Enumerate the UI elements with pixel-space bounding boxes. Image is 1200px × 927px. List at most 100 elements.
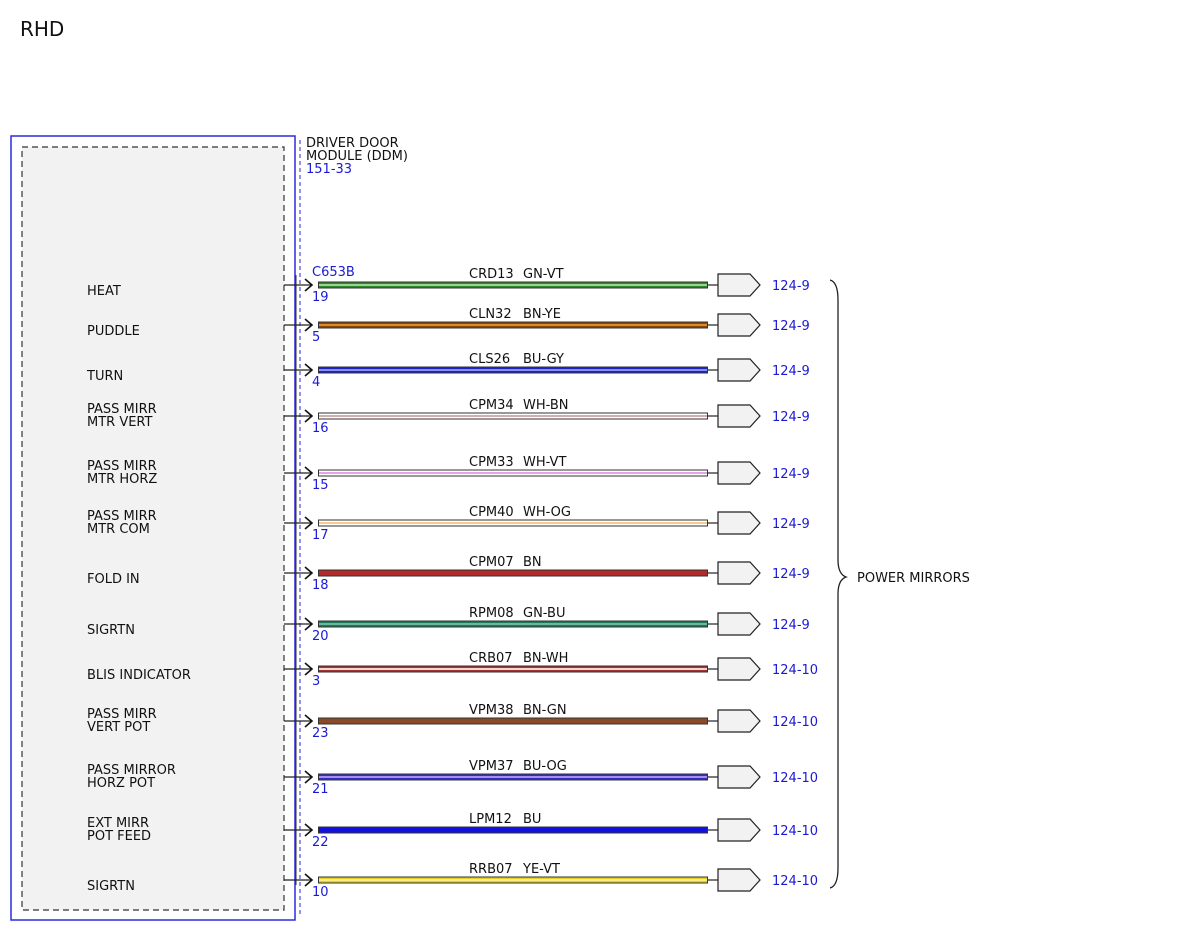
wire-color-code: BN-GN: [523, 703, 567, 718]
circuit-id: CLS26: [469, 352, 510, 367]
continuation-connector-icon[interactable]: [717, 657, 761, 681]
wire-color-code: BU: [523, 812, 541, 827]
continuation-connector-icon[interactable]: [717, 709, 761, 733]
wire-row: PUDDLE CLN32 BN-YE 5 124-9: [87, 307, 810, 345]
continuation-connector-icon[interactable]: [717, 561, 761, 585]
wire-color-code: BU-OG: [523, 759, 567, 774]
wire-stripe: [319, 369, 707, 371]
connector-arrow-icon: [304, 566, 314, 580]
page-reference-link[interactable]: 124-10: [772, 663, 818, 678]
wire-body[interactable]: [319, 570, 707, 576]
continuation-connector-icon[interactable]: [717, 612, 761, 636]
wire-stripe: [319, 522, 707, 524]
wire-row: SIGRTN RRB07 YE-VT 10 124-10: [87, 862, 818, 900]
page-reference-link[interactable]: 124-9: [772, 410, 810, 425]
page-reference-link[interactable]: 124-9: [772, 467, 810, 482]
connector-id: C653B: [312, 265, 355, 280]
module-inner-box: [21, 146, 285, 911]
pin-function-label: HEAT: [87, 284, 121, 299]
pin-function-label: PASS MIRR: [87, 509, 157, 524]
continuation-connector-icon[interactable]: [717, 868, 761, 892]
pin-function-label: MTR HORZ: [87, 472, 157, 487]
continuation-connector-icon[interactable]: [717, 404, 761, 428]
pin-function-label: PASS MIRR: [87, 707, 157, 722]
wire-stripe: [319, 415, 707, 417]
page-reference-link[interactable]: 124-9: [772, 364, 810, 379]
wire-color-code: BN-YE: [523, 307, 561, 322]
pin-number: 17: [312, 528, 329, 543]
wire-stripe: [319, 776, 707, 778]
circuit-id: CLN32: [469, 307, 512, 322]
circuit-id: RRB07: [469, 862, 513, 877]
wire-color-code: WH-OG: [523, 505, 571, 520]
pin-function-label: TURN: [86, 369, 123, 384]
continuation-connector-icon[interactable]: [717, 313, 761, 337]
pin-number: 10: [312, 885, 329, 900]
page-reference-link[interactable]: 124-10: [772, 715, 818, 730]
pin-number: 18: [312, 578, 329, 593]
page-reference-link[interactable]: 124-9: [772, 517, 810, 532]
connector-arrow-icon: [304, 516, 314, 530]
continuation-connector-icon[interactable]: [717, 358, 761, 382]
connector-arrow-icon: [304, 617, 314, 631]
wire-row: TURN CLS26 BU-GY 4 124-9: [86, 352, 810, 390]
pin-number: 3: [312, 674, 320, 689]
wire-color-code: WH-BN: [523, 398, 569, 413]
page-reference-link[interactable]: 124-10: [772, 874, 818, 889]
wire-body[interactable]: [319, 827, 707, 833]
continuation-connector-icon[interactable]: [717, 818, 761, 842]
pin-function-label: BLIS INDICATOR: [87, 668, 191, 683]
connector-arrow-icon: [304, 363, 314, 377]
pin-function-label: PASS MIRROR: [87, 763, 176, 778]
wire-row: FOLD IN CPM07 BN 18 124-9: [87, 555, 810, 593]
continuation-connector-icon[interactable]: [717, 273, 761, 297]
pin-number: 19: [312, 290, 329, 305]
circuit-id: LPM12: [469, 812, 512, 827]
module-ref[interactable]: 151-33: [306, 162, 352, 177]
continuation-connector-icon[interactable]: [717, 511, 761, 535]
circuit-id: CPM07: [469, 555, 514, 570]
pin-function-label: MTR COM: [87, 522, 150, 537]
continuation-connector-icon[interactable]: [717, 765, 761, 789]
connector-arrow-icon: [304, 409, 314, 423]
wire-stripe: [319, 284, 707, 286]
pin-number: 20: [312, 629, 329, 644]
circuit-id: RPM08: [469, 606, 514, 621]
page-reference-link[interactable]: 124-9: [772, 567, 810, 582]
connector-arrow-icon: [304, 714, 314, 728]
page-reference-link[interactable]: 124-9: [772, 279, 810, 294]
wire-color-code: BN-WH: [523, 651, 568, 666]
circuit-id: CRD13: [469, 267, 514, 282]
pin-number: 22: [312, 835, 329, 850]
wire-color-code: GN-VT: [523, 267, 564, 282]
page-reference-link[interactable]: 124-10: [772, 771, 818, 786]
grouping-brace: [829, 279, 848, 889]
page-reference-link[interactable]: 124-9: [772, 618, 810, 633]
page-reference-link[interactable]: 124-10: [772, 824, 818, 839]
wire-body[interactable]: [319, 718, 707, 724]
wire-row: SIGRTN RPM08 GN-BU 20 124-9: [87, 606, 810, 644]
pin-function-label: PUDDLE: [87, 324, 140, 339]
pin-function-label: VERT POT: [87, 720, 150, 735]
wire-stripe: [319, 324, 707, 326]
pin-number: 5: [312, 330, 320, 345]
pin-number: 21: [312, 782, 329, 797]
pin-number: 15: [312, 478, 329, 493]
pin-function-label: PASS MIRR: [87, 402, 157, 417]
continuation-connector-icon[interactable]: [717, 461, 761, 485]
page-reference-link[interactable]: 124-9: [772, 319, 810, 334]
pin-number: 23: [312, 726, 329, 741]
wire-row: BLIS INDICATOR CRB07 BN-WH 3 124-10: [87, 651, 818, 689]
wire-color-code: BN: [523, 555, 542, 570]
wire-color-code: BU-GY: [523, 352, 564, 367]
pin-function-label: PASS MIRR: [87, 459, 157, 474]
page-title: RHD: [20, 17, 64, 41]
pin-function-label: SIGRTN: [87, 623, 135, 638]
connector-arrow-icon: [304, 873, 314, 887]
